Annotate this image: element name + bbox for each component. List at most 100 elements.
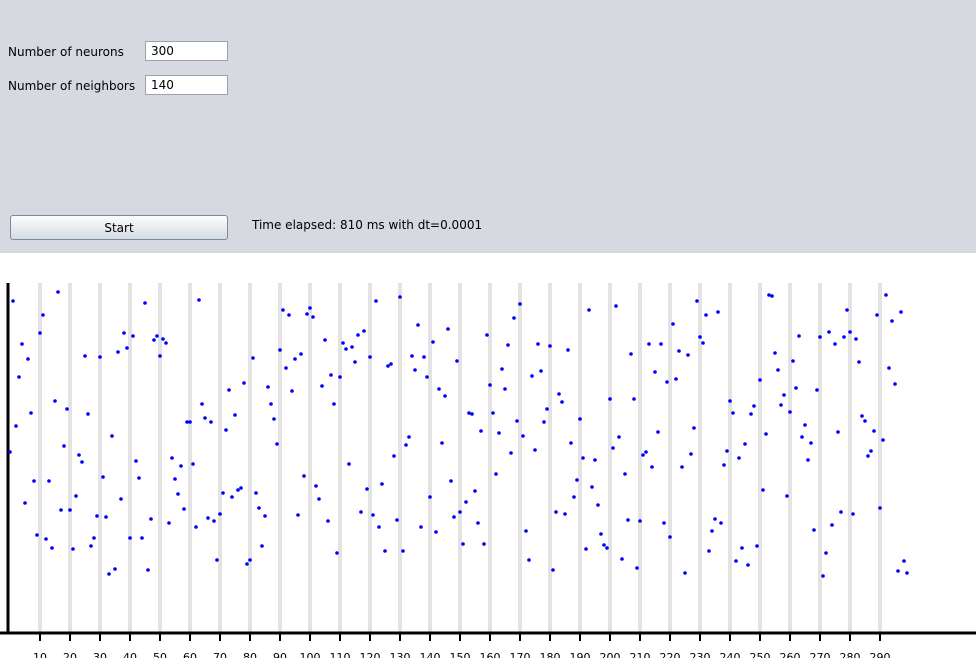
- neurons-input[interactable]: 300: [145, 41, 228, 61]
- point: [782, 393, 786, 397]
- point: [197, 298, 201, 302]
- point: [812, 528, 816, 532]
- point: [323, 338, 327, 342]
- point: [305, 312, 309, 316]
- point: [836, 430, 840, 434]
- point: [905, 571, 909, 575]
- point: [431, 340, 435, 344]
- point: [728, 399, 732, 403]
- point: [122, 331, 126, 335]
- x-tick-label: 210: [630, 651, 651, 658]
- point: [425, 375, 429, 379]
- point: [434, 530, 438, 534]
- point: [68, 508, 72, 512]
- point: [65, 407, 69, 411]
- point: [815, 388, 819, 392]
- point: [635, 566, 639, 570]
- point: [230, 495, 234, 499]
- point: [86, 412, 90, 416]
- point: [890, 319, 894, 323]
- point: [20, 342, 24, 346]
- point: [194, 525, 198, 529]
- point: [362, 329, 366, 333]
- point: [443, 394, 447, 398]
- point: [158, 354, 162, 358]
- point: [173, 477, 177, 481]
- point: [770, 294, 774, 298]
- start-button[interactable]: Start: [10, 215, 228, 240]
- point: [380, 482, 384, 486]
- point: [515, 419, 519, 423]
- point: [326, 519, 330, 523]
- point: [524, 529, 528, 533]
- point: [311, 315, 315, 319]
- x-tick-label: 80: [243, 651, 257, 658]
- point: [278, 348, 282, 352]
- point: [128, 536, 132, 540]
- point: [647, 342, 651, 346]
- point: [290, 389, 294, 393]
- point: [164, 341, 168, 345]
- status-text: Time elapsed: 810 ms with dt=0.0001: [252, 218, 483, 232]
- point: [29, 411, 33, 415]
- point: [167, 521, 171, 525]
- point: [590, 485, 594, 489]
- point: [191, 462, 195, 466]
- point: [461, 542, 465, 546]
- point: [548, 344, 552, 348]
- point: [155, 334, 159, 338]
- point: [296, 513, 300, 517]
- x-tick-label: 120: [360, 651, 381, 658]
- point: [53, 399, 57, 403]
- point: [641, 453, 645, 457]
- point: [875, 313, 879, 317]
- point: [446, 327, 450, 331]
- point: [545, 407, 549, 411]
- point: [827, 330, 831, 334]
- point: [266, 385, 270, 389]
- neighbors-input[interactable]: 140: [145, 75, 228, 95]
- point: [428, 495, 432, 499]
- point: [587, 308, 591, 312]
- point: [41, 313, 45, 317]
- point: [551, 568, 555, 572]
- point: [449, 479, 453, 483]
- point: [584, 547, 588, 551]
- point: [776, 368, 780, 372]
- point: [869, 449, 873, 453]
- point: [23, 501, 27, 505]
- point: [185, 420, 189, 424]
- point: [293, 357, 297, 361]
- point: [8, 450, 12, 454]
- point: [683, 571, 687, 575]
- point: [560, 400, 564, 404]
- chart: 10 20 30 40 50 60 70 80 90 100 110 120 130 140 150 160 1…: [0, 283, 976, 658]
- point: [356, 333, 360, 337]
- point: [785, 494, 789, 498]
- point: [257, 506, 261, 510]
- point: [716, 310, 720, 314]
- point: [374, 299, 378, 303]
- point: [221, 491, 225, 495]
- point: [416, 323, 420, 327]
- x-tick-label: 110: [330, 651, 351, 658]
- x-tick-label: 230: [690, 651, 711, 658]
- point: [248, 558, 252, 562]
- point: [851, 512, 855, 516]
- point: [878, 506, 882, 510]
- point: [518, 302, 522, 306]
- point: [740, 546, 744, 550]
- point: [203, 416, 207, 420]
- point: [17, 375, 21, 379]
- point: [437, 387, 441, 391]
- point: [788, 410, 792, 414]
- point: [176, 492, 180, 496]
- point: [50, 546, 54, 550]
- point: [713, 517, 717, 521]
- point: [419, 525, 423, 529]
- point: [149, 517, 153, 521]
- point: [365, 487, 369, 491]
- point: [395, 518, 399, 522]
- point: [668, 535, 672, 539]
- point: [659, 342, 663, 346]
